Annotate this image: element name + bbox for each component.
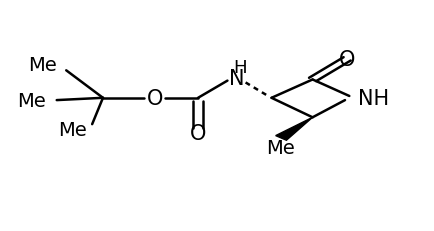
Text: H: H [233,59,247,77]
Text: O: O [338,50,355,70]
Text: Me: Me [58,121,87,140]
Text: N: N [229,69,244,89]
Text: O: O [146,88,163,108]
Polygon shape [275,118,312,141]
Text: Me: Me [17,91,46,110]
Text: Me: Me [265,138,294,157]
Text: Me: Me [28,56,57,75]
Text: NH: NH [357,88,388,108]
Text: O: O [189,124,206,144]
